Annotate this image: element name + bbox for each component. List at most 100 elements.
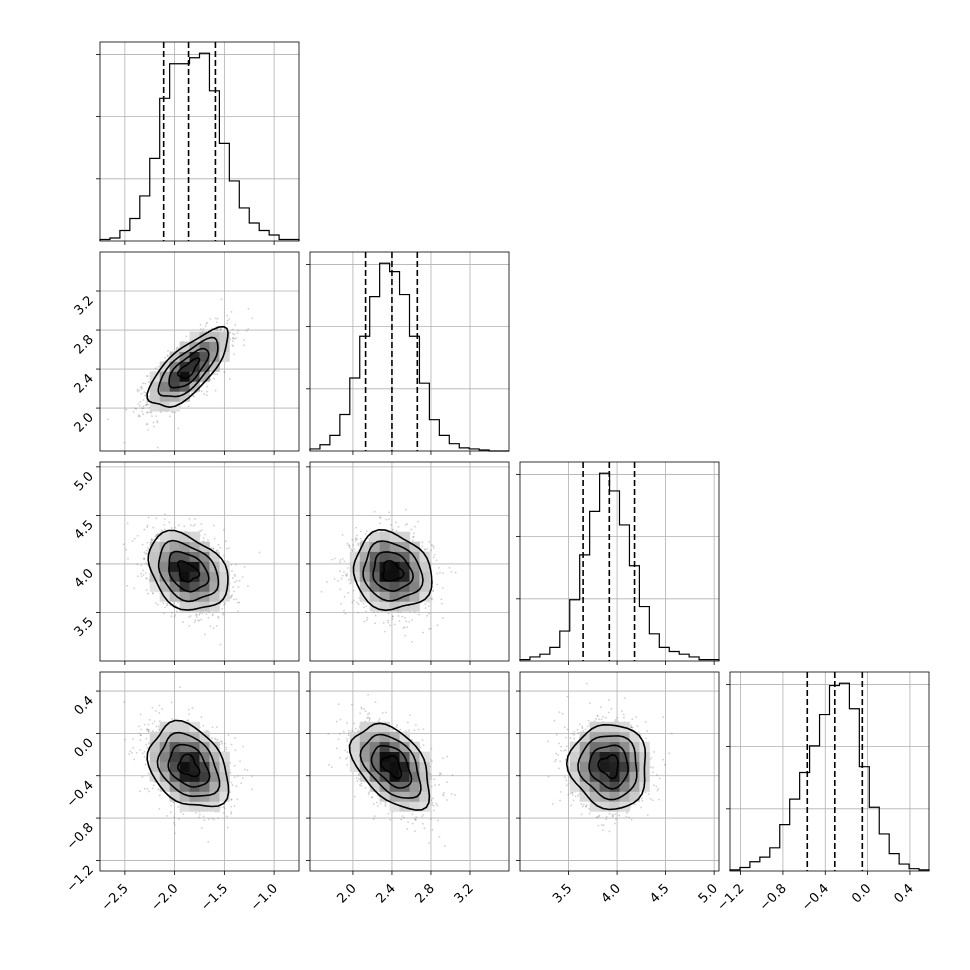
sample-dot <box>378 522 381 525</box>
y-tick-label: 4.0 <box>72 566 97 591</box>
sample-dot <box>210 547 213 550</box>
sample-dot <box>224 540 227 543</box>
sample-dot <box>614 718 617 721</box>
sample-dot <box>200 827 203 830</box>
sample-dot <box>132 746 135 749</box>
density-cell <box>199 751 210 762</box>
sample-dot <box>422 744 425 746</box>
sample-dot <box>565 779 568 782</box>
density-cell <box>199 791 210 802</box>
sample-dot <box>653 751 656 753</box>
sample-dot <box>377 805 379 808</box>
x-tick-label: −1.5 <box>198 881 231 914</box>
density-cell <box>579 791 591 802</box>
density-cell <box>209 751 220 762</box>
sample-dot <box>339 732 341 735</box>
sample-dot <box>582 803 585 806</box>
density-cell <box>619 761 630 772</box>
sample-dot <box>207 616 210 619</box>
sample-dot <box>158 704 161 707</box>
sample-dot <box>233 805 236 807</box>
density-cell <box>349 561 361 572</box>
density-cell <box>159 571 171 582</box>
sample-dot <box>139 713 142 716</box>
sample-dot <box>367 716 370 719</box>
sample-dot <box>360 706 363 709</box>
sample-dot <box>141 752 144 755</box>
density-cell <box>609 801 620 812</box>
sample-dot <box>205 613 208 616</box>
sample-dot <box>422 728 425 731</box>
sample-dot <box>212 613 214 616</box>
sample-dot <box>432 805 435 807</box>
hist-panel-1 <box>306 251 510 455</box>
sample-dot <box>132 410 135 413</box>
sample-dot <box>373 815 376 818</box>
sample-dot <box>189 524 192 527</box>
density-cell <box>379 741 390 752</box>
density-cell <box>599 751 610 762</box>
sample-dot <box>557 753 560 756</box>
sample-dot <box>414 818 417 821</box>
density-cell <box>209 361 220 372</box>
sample-dot <box>630 818 633 821</box>
sample-dot <box>132 738 134 740</box>
sample-dot <box>201 612 204 615</box>
contour-line <box>168 550 210 593</box>
sample-dot <box>384 801 387 804</box>
sample-dot <box>346 737 349 740</box>
sample-dot <box>569 792 572 795</box>
density-cell <box>599 771 610 782</box>
density-cell <box>389 541 400 552</box>
sample-dot <box>431 803 434 806</box>
histogram-step <box>309 262 509 452</box>
contour-line <box>156 731 221 798</box>
sample-dot <box>223 371 226 374</box>
density-cell <box>179 581 190 592</box>
sample-dot <box>356 538 358 541</box>
density-cell <box>179 561 190 572</box>
sample-dot <box>357 542 360 545</box>
sample-dot <box>135 751 138 754</box>
sample-dot <box>147 729 150 732</box>
density-cell <box>379 571 390 582</box>
sample-dot <box>173 832 176 835</box>
sample-dot <box>230 596 233 599</box>
density-cell <box>169 381 180 392</box>
sample-dot <box>441 617 444 619</box>
density-cell <box>189 581 200 592</box>
sample-dot <box>133 537 136 540</box>
sample-dot <box>209 625 212 628</box>
sample-dot <box>236 798 239 801</box>
sample-dot <box>172 801 175 804</box>
sample-dot <box>388 511 391 514</box>
sample-dot <box>573 737 576 740</box>
sample-dot <box>202 536 205 539</box>
sample-dot <box>368 717 371 719</box>
sample-dot <box>140 385 143 388</box>
sample-dot <box>216 329 219 332</box>
sample-dot <box>428 540 431 543</box>
sample-dot <box>602 716 604 718</box>
sample-dot <box>584 805 587 808</box>
sample-dot <box>359 530 362 533</box>
density-cell <box>619 791 630 802</box>
sample-dot <box>356 534 358 537</box>
x-tick-label: −0.4 <box>799 881 832 914</box>
sample-dot <box>546 740 549 743</box>
contour-line <box>176 560 201 583</box>
sample-dot <box>433 553 436 556</box>
sample-dot <box>143 557 146 560</box>
sample-dot <box>145 375 148 378</box>
sample-dot <box>432 589 435 592</box>
sample-dot <box>330 766 333 769</box>
density-cell <box>369 581 381 592</box>
sample-dot <box>150 538 153 541</box>
sample-dot <box>230 798 233 801</box>
sample-dot <box>217 615 220 618</box>
density-cell <box>179 571 190 582</box>
sample-dot <box>145 391 147 394</box>
density-cell <box>169 561 180 572</box>
density-cell <box>169 781 180 792</box>
sample-dot <box>128 753 131 755</box>
